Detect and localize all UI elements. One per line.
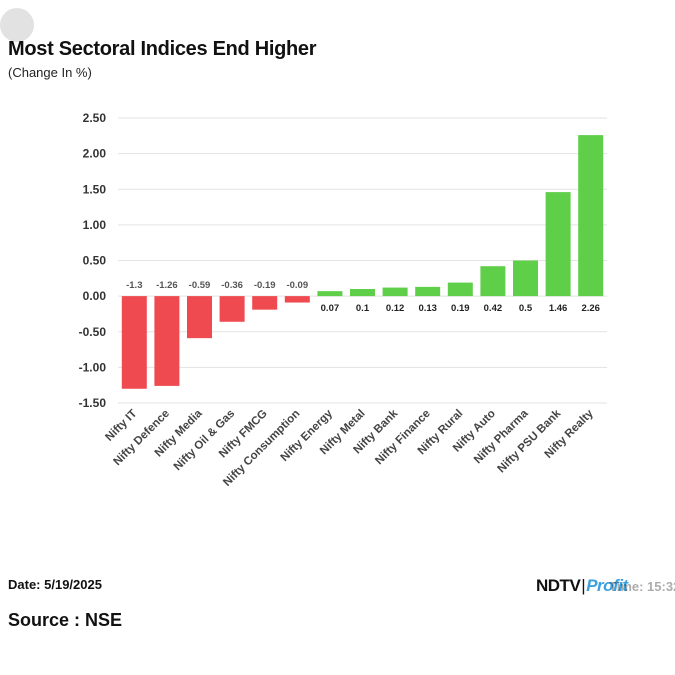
data-label: 2.26 <box>581 303 600 314</box>
bar <box>415 286 441 297</box>
data-label: 1.46 <box>549 303 568 314</box>
logo-separator: | <box>581 576 586 595</box>
y-tick-label: 1.00 <box>83 218 107 232</box>
chart-subtitle: (Change In %) <box>8 65 92 80</box>
data-label: -0.09 <box>286 280 308 291</box>
bar <box>284 296 310 303</box>
bar <box>252 296 278 310</box>
y-tick-label: 2.00 <box>83 147 107 161</box>
bar <box>382 287 408 297</box>
data-label: 0.19 <box>451 303 470 314</box>
y-tick-label: 0.50 <box>83 254 107 268</box>
corner-dot <box>0 8 34 42</box>
bars <box>121 135 604 389</box>
bar <box>513 260 538 297</box>
y-tick-label: 2.50 <box>83 111 107 125</box>
y-tick-label: -1.50 <box>79 396 107 410</box>
time-label: Time: 15:32 <box>609 579 675 594</box>
data-labels: -1.3 -1.26 -0.59 -0.36 -0.19 -0.09 0.07 0.1 0.12… <box>126 280 600 314</box>
bar-chart: 2.502.001.501.000.500.00-0.50-1.00-1.50 … <box>79 111 607 489</box>
bar <box>350 289 375 297</box>
data-label: 0.42 <box>484 303 503 314</box>
y-tick-label: -1.00 <box>79 360 107 374</box>
bar <box>578 135 604 297</box>
data-label: 0.07 <box>321 303 340 314</box>
data-label: -0.59 <box>189 280 211 291</box>
data-label: -1.26 <box>156 280 178 291</box>
data-label: 0.5 <box>519 303 533 314</box>
data-label: 0.12 <box>386 303 405 314</box>
source-label: Source : NSE <box>8 610 123 630</box>
bar <box>317 291 343 297</box>
y-tick-label: 1.50 <box>83 182 107 196</box>
bar <box>447 282 473 297</box>
logo-ndtv-text: NDTV <box>536 576 581 595</box>
y-tick-label: -0.50 <box>79 325 107 339</box>
bar <box>480 266 506 297</box>
data-label: 0.1 <box>356 303 370 314</box>
data-label: -0.19 <box>254 280 276 291</box>
y-tick-label: 0.00 <box>83 289 107 303</box>
bar <box>187 296 212 339</box>
logo-profit-text: Profit <box>586 576 628 595</box>
bar <box>154 296 180 386</box>
bar <box>121 296 147 389</box>
data-label: 0.13 <box>418 303 437 314</box>
data-label: -0.36 <box>221 280 243 291</box>
chart-title: Most Sectoral Indices End Higher <box>8 38 317 60</box>
date-label: Date: 5/19/2025 <box>8 577 102 592</box>
ndtv-profit-logo: NDTV|Profit <box>536 576 628 596</box>
data-label: -1.3 <box>126 280 142 291</box>
y-axis-ticks: 2.50 2.00 1.50 1.00 0.50 0.00 -0.50 -1.00 -1.50 <box>79 111 107 410</box>
bar <box>545 192 571 297</box>
bar <box>219 296 245 322</box>
